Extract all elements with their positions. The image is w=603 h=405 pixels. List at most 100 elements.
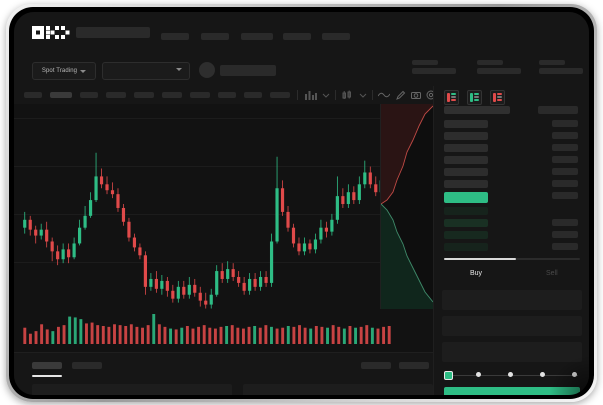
market-stat-3 bbox=[539, 60, 583, 74]
bottom-action-2[interactable] bbox=[399, 362, 429, 369]
header-nav-item-1[interactable] bbox=[161, 33, 189, 40]
indicators-icon[interactable] bbox=[305, 90, 317, 100]
coin-icon bbox=[199, 62, 215, 78]
orderbook-mode-bids-icon[interactable] bbox=[467, 90, 482, 105]
stat-value-skeleton bbox=[539, 68, 583, 74]
orderbook-header-skeleton bbox=[444, 106, 510, 114]
market-type-selector[interactable]: Spot Trading bbox=[32, 62, 96, 80]
stat-label-skeleton bbox=[412, 60, 438, 65]
slider-step-dot[interactable] bbox=[508, 372, 513, 377]
submit-buy-button[interactable] bbox=[444, 387, 580, 395]
orderbook-ask-amount bbox=[552, 120, 578, 127]
timeframe-button[interactable] bbox=[80, 92, 98, 98]
orderbook-display-modes bbox=[444, 90, 505, 105]
candlestick-series bbox=[23, 152, 383, 309]
bottom-panel-right[interactable] bbox=[243, 384, 433, 395]
wave-line-icon[interactable] bbox=[378, 90, 390, 100]
tab-buy[interactable]: Buy bbox=[470, 270, 483, 277]
header-nav-item-4[interactable] bbox=[283, 33, 311, 40]
chart-gridline bbox=[14, 118, 433, 119]
stat-value-skeleton bbox=[412, 68, 456, 74]
order-type-field[interactable] bbox=[442, 290, 582, 310]
orderbook-ask-row[interactable] bbox=[444, 132, 488, 140]
amount-input-field[interactable] bbox=[442, 342, 582, 362]
chart-gridline bbox=[14, 262, 433, 263]
slider-step-dot[interactable] bbox=[572, 372, 577, 377]
depth-chart-svg bbox=[380, 104, 433, 309]
volume-series bbox=[23, 314, 391, 344]
chevron-down-icon bbox=[80, 69, 87, 73]
bottom-tab-1[interactable] bbox=[32, 362, 62, 369]
orderbook-mode-both-icon[interactable] bbox=[444, 90, 459, 105]
timeframe-button[interactable] bbox=[270, 92, 290, 98]
stat-value-skeleton bbox=[477, 68, 521, 74]
trading-pair-selector[interactable] bbox=[102, 62, 190, 80]
timeframe-button[interactable] bbox=[134, 92, 154, 98]
depth-chart-overlay bbox=[380, 104, 433, 309]
stat-label-skeleton bbox=[539, 60, 565, 65]
chevron-down-icon[interactable] bbox=[322, 90, 330, 100]
tab-sell[interactable]: Sell bbox=[546, 270, 558, 277]
market-stat-1 bbox=[412, 60, 456, 74]
app-header bbox=[14, 12, 589, 52]
slider-step-dot[interactable] bbox=[476, 372, 481, 377]
orderbook-ask-amount bbox=[552, 156, 578, 163]
timeframe-button[interactable] bbox=[162, 92, 182, 98]
orderbook-ask-amount bbox=[552, 168, 578, 175]
timeframe-button[interactable] bbox=[24, 92, 42, 98]
orderbook-ask-row[interactable] bbox=[444, 120, 488, 128]
app-screen: Spot Trading bbox=[14, 12, 589, 395]
orderbook-bid-row[interactable] bbox=[444, 207, 488, 215]
chevron-down-icon bbox=[176, 68, 182, 71]
last-price-skeleton bbox=[220, 65, 276, 76]
header-search-skeleton[interactable] bbox=[76, 27, 150, 38]
timeframe-button[interactable] bbox=[244, 92, 262, 98]
bottom-tab-2[interactable] bbox=[72, 362, 102, 369]
orderbook-bid-row[interactable] bbox=[444, 231, 488, 239]
timeframe-button[interactable] bbox=[106, 92, 126, 98]
header-nav-item-5[interactable] bbox=[322, 33, 350, 40]
slider-handle[interactable] bbox=[444, 371, 453, 380]
orderbook-ask-amount bbox=[552, 180, 578, 187]
orderbook-ask-amount bbox=[552, 144, 578, 151]
orderbook-spread-amount bbox=[552, 192, 578, 199]
orderbook-ask-row[interactable] bbox=[444, 180, 488, 188]
orderbook-bid-amount bbox=[552, 243, 578, 250]
bottom-action-1[interactable] bbox=[361, 362, 391, 369]
chevron-down-icon[interactable] bbox=[359, 90, 367, 100]
timeframe-button[interactable] bbox=[190, 92, 210, 98]
chart-toolbar bbox=[14, 86, 452, 105]
orderbook-header-skeleton-right bbox=[538, 106, 578, 114]
bottom-panel-left[interactable] bbox=[32, 384, 232, 395]
timeframe-button[interactable] bbox=[218, 92, 236, 98]
orderbook-ask-row[interactable] bbox=[444, 168, 488, 176]
bottom-tab-active-underline bbox=[32, 375, 62, 377]
toolbar-divider bbox=[372, 90, 373, 100]
orderbook-bid-row[interactable] bbox=[444, 219, 488, 227]
price-input-field[interactable] bbox=[442, 316, 582, 336]
orderbook-bid-amount bbox=[552, 219, 578, 226]
chart-type-icon[interactable] bbox=[342, 90, 352, 100]
timeframe-button[interactable] bbox=[50, 92, 72, 98]
orderbook-mode-asks-icon[interactable] bbox=[490, 90, 505, 105]
amount-percentage-slider[interactable] bbox=[444, 371, 582, 381]
orderbook-bid-row[interactable] bbox=[444, 243, 488, 251]
orderbook-ask-row[interactable] bbox=[444, 144, 488, 152]
orderbook-bid-amount bbox=[552, 231, 578, 238]
okx-logo[interactable] bbox=[32, 26, 70, 39]
price-chart[interactable] bbox=[14, 104, 433, 352]
toolbar-divider bbox=[335, 90, 336, 100]
buy-sell-tabs: Buy Sell bbox=[434, 266, 589, 286]
header-nav-item-3[interactable] bbox=[241, 33, 273, 40]
orderbook-ask-row[interactable] bbox=[444, 156, 488, 164]
market-type-label: Spot Trading bbox=[41, 68, 78, 74]
chart-gridline bbox=[14, 166, 433, 167]
orders-bottom-panel bbox=[14, 352, 433, 395]
slider-step-dot[interactable] bbox=[540, 372, 545, 377]
orderbook-depth-progress[interactable] bbox=[444, 258, 516, 260]
header-nav-item-2[interactable] bbox=[201, 33, 229, 40]
orderbook-rows[interactable] bbox=[434, 106, 589, 268]
camera-icon[interactable] bbox=[411, 90, 421, 100]
pencil-icon[interactable] bbox=[396, 90, 406, 100]
